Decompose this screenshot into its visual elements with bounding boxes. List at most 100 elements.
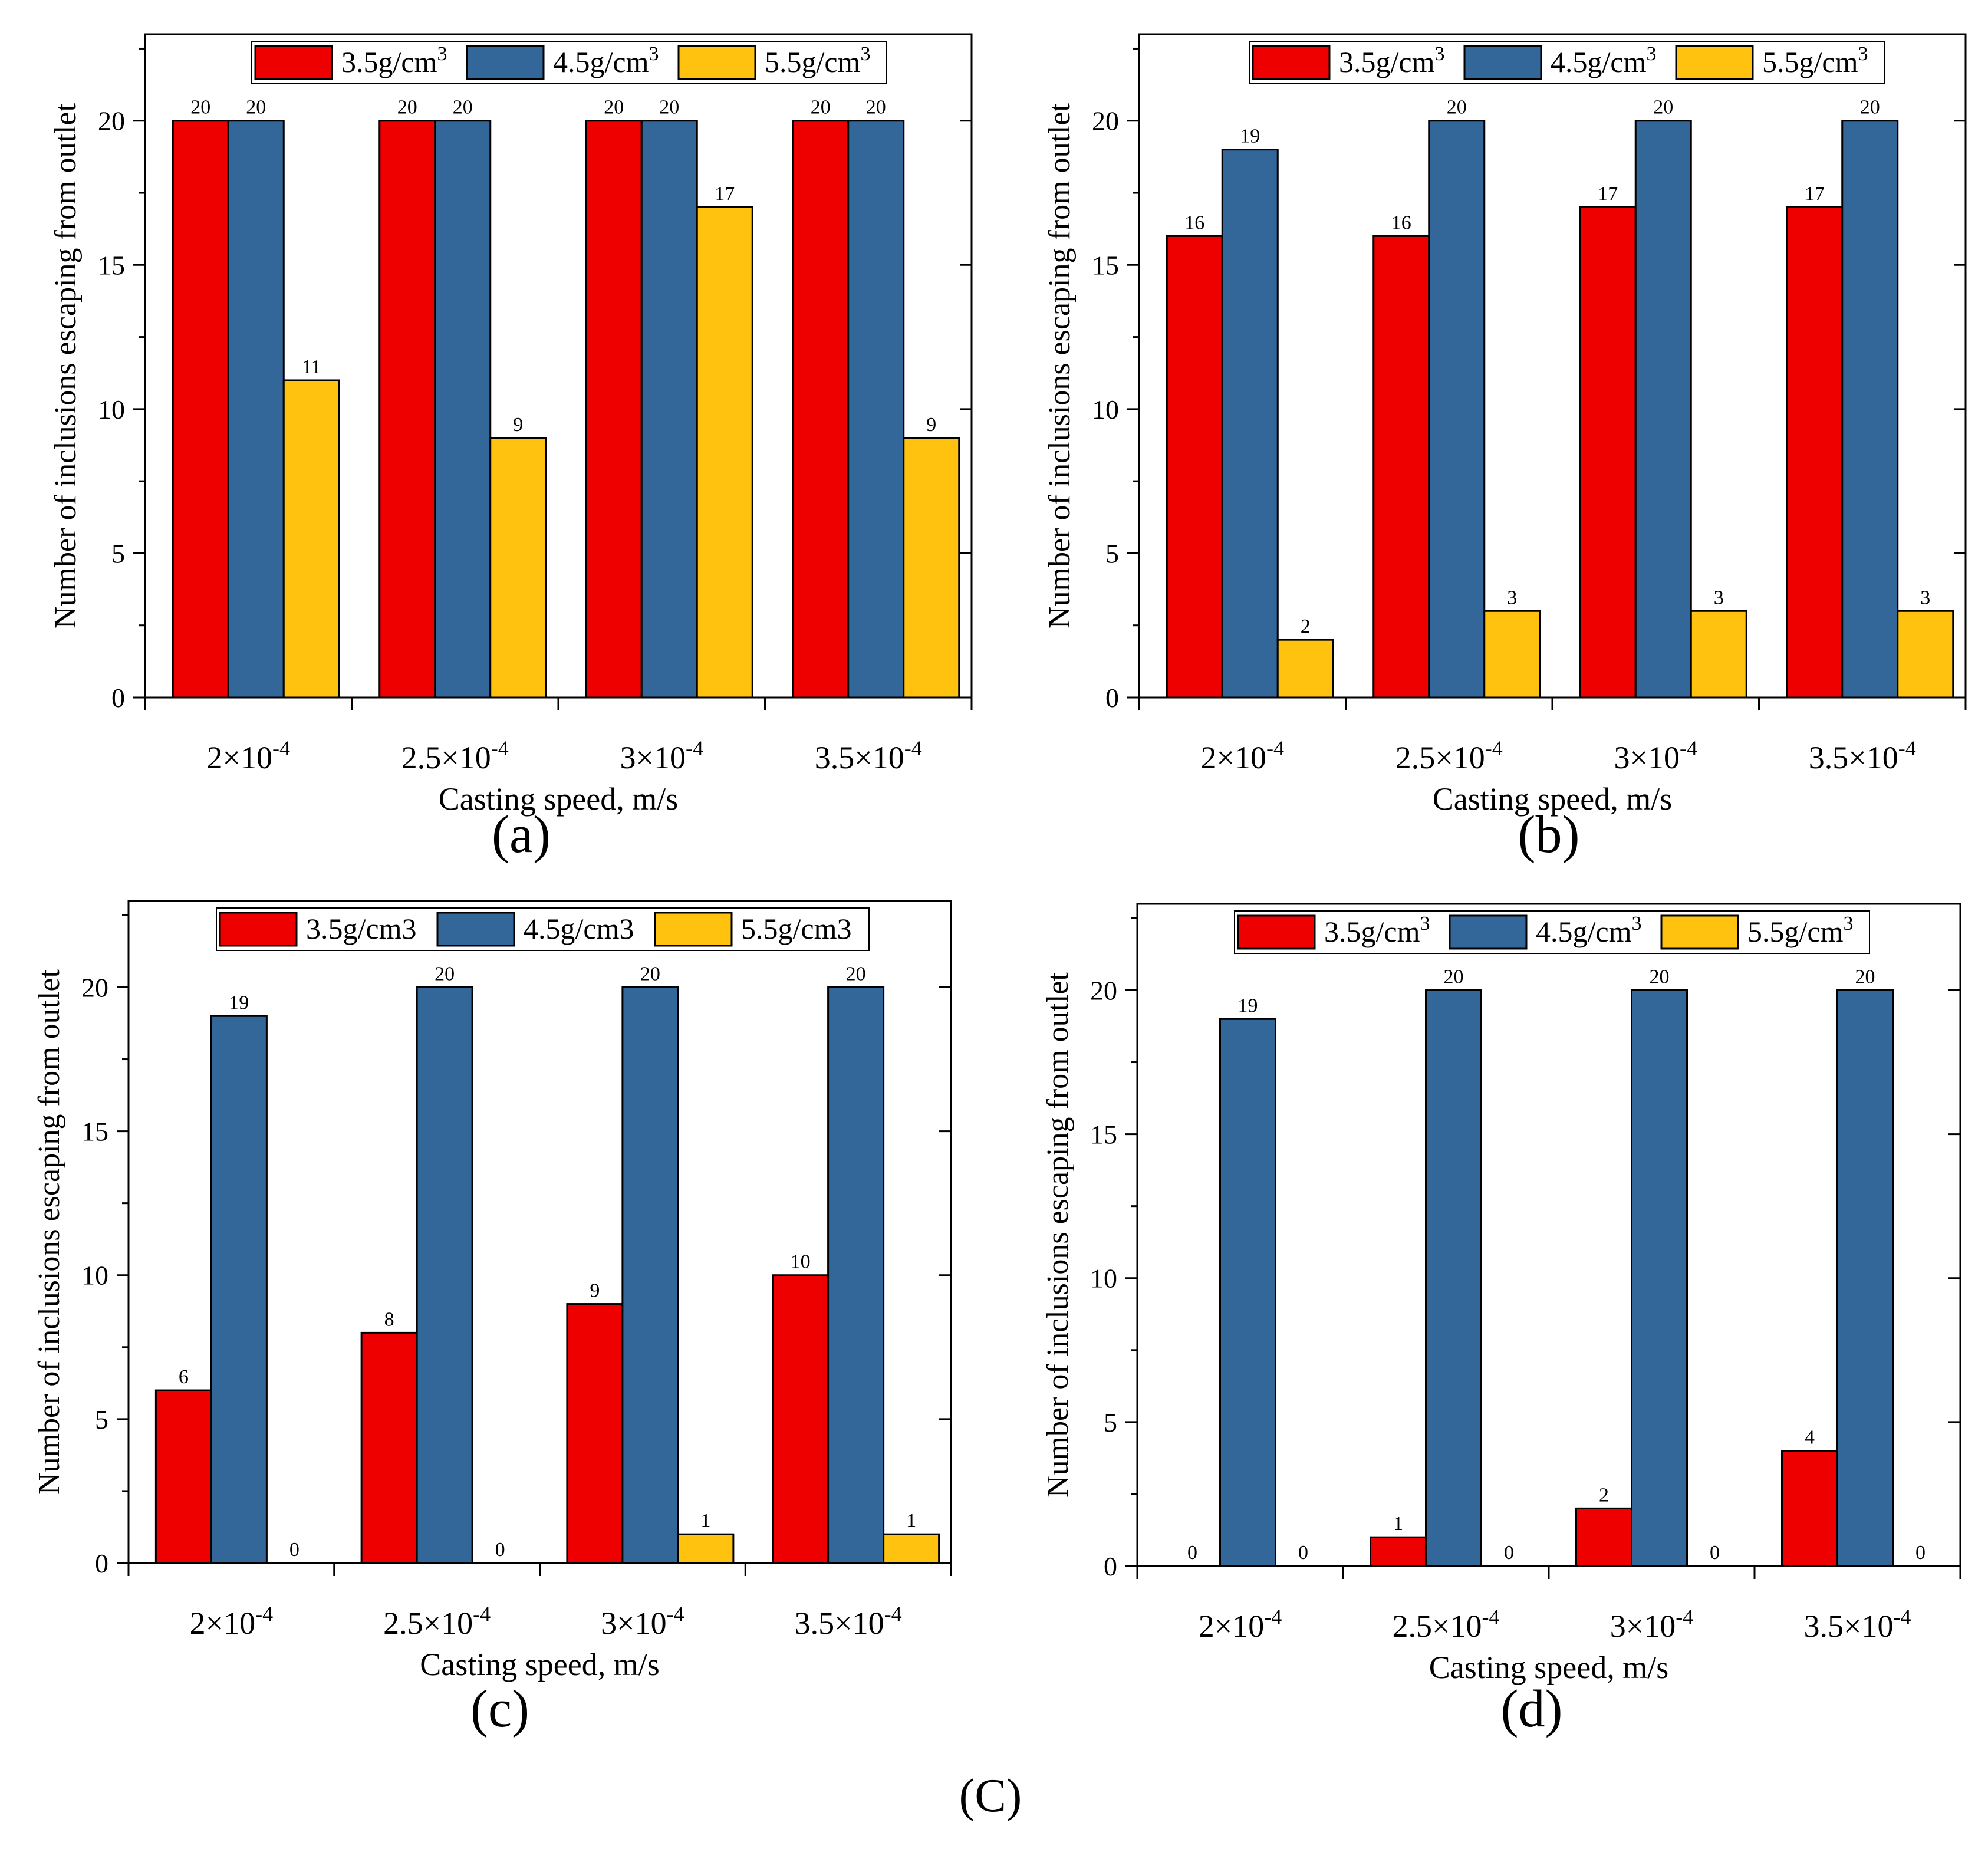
y-axis-label: Number of inclusions escaping from outle… bbox=[1041, 972, 1075, 1498]
bar-series-2-cat-2 bbox=[1425, 989, 1482, 1567]
bar-value-label: 19 bbox=[1238, 995, 1258, 1016]
y-tick-label: 0 bbox=[1104, 1551, 1117, 1581]
bar-series-2-cat-1 bbox=[227, 120, 285, 699]
bar-series-1-cat-3 bbox=[585, 120, 643, 699]
bar-value-label: 20 bbox=[1444, 966, 1464, 988]
legend-swatch-2 bbox=[436, 912, 515, 947]
legend-label-3: 5.5g/cm3 bbox=[1747, 913, 1853, 948]
bar-series-1-cat-3 bbox=[566, 1303, 624, 1564]
bar-value-label: 3 bbox=[1714, 587, 1724, 608]
bar-value-label: 20 bbox=[190, 97, 210, 119]
legend-swatch-3 bbox=[677, 45, 756, 80]
bar-value-label: 1 bbox=[700, 1510, 710, 1532]
x-axis-label: Casting speed, m/s bbox=[439, 781, 678, 817]
y-tick-label: 5 bbox=[95, 1404, 108, 1435]
bar-value-label: 0 bbox=[1915, 1542, 1926, 1564]
x-tick-label: 3×10-4 bbox=[1610, 1605, 1693, 1644]
bar-value-label: 3 bbox=[1920, 587, 1930, 608]
bar-value-label: 1 bbox=[1393, 1513, 1403, 1535]
chart-panel-1: 0 5 10 15 20 20 20 11 2×10-4 20 20 9 2.5×10-4 20 20 17 3… bbox=[49, 33, 973, 864]
x-tick-label: 3.5×10-4 bbox=[795, 1602, 902, 1641]
bar-series-1-cat-4 bbox=[1781, 1450, 1838, 1567]
bar-series-1-cat-1 bbox=[172, 120, 229, 699]
legend-box bbox=[251, 41, 887, 84]
x-tick-label: 3×10-4 bbox=[1614, 736, 1697, 775]
x-tick-label: 2.5×10-4 bbox=[383, 1602, 491, 1641]
bar-value-label: 0 bbox=[289, 1539, 299, 1561]
bar-value-label: 8 bbox=[384, 1308, 394, 1330]
bar-value-label: 9 bbox=[513, 414, 523, 436]
legend-swatch-2 bbox=[466, 45, 545, 80]
bar-series-1-cat-3 bbox=[1579, 206, 1637, 699]
bar-value-label: 19 bbox=[229, 992, 249, 1014]
bar-series-1-cat-2 bbox=[1372, 235, 1430, 699]
y-tick-label: 15 bbox=[81, 1117, 108, 1147]
bar-series-1-cat-2 bbox=[378, 120, 436, 699]
bar-value-label: 16 bbox=[1391, 212, 1411, 233]
legend-label-1: 3.5g/cm3 bbox=[306, 912, 416, 945]
bar-value-label: 0 bbox=[495, 1539, 505, 1561]
panel-label: (a) bbox=[492, 805, 551, 864]
bar-series-2-cat-3 bbox=[1634, 120, 1692, 699]
legend-box bbox=[216, 907, 870, 951]
legend-swatch-1 bbox=[254, 45, 333, 80]
bar-value-label: 20 bbox=[1860, 97, 1880, 119]
bar-value-label: 20 bbox=[659, 97, 679, 119]
bar-series-2-cat-1 bbox=[1221, 149, 1279, 699]
figure-caption: (C) bbox=[959, 1770, 1022, 1822]
bar-value-label: 0 bbox=[1298, 1542, 1308, 1564]
x-tick-label: 2×10-4 bbox=[1199, 1605, 1282, 1644]
bar-series-2-cat-4 bbox=[1836, 989, 1894, 1567]
bar-value-label: 17 bbox=[715, 183, 735, 205]
x-tick-label: 2×10-4 bbox=[207, 736, 290, 775]
x-tick-label: 3.5×10-4 bbox=[1809, 736, 1916, 775]
bar-series-3-cat-3 bbox=[696, 206, 753, 699]
bar-series-1-cat-4 bbox=[792, 120, 850, 699]
bar-value-label: 19 bbox=[1240, 126, 1260, 147]
x-tick-label: 2.5×10-4 bbox=[401, 736, 509, 775]
legend-label-3: 5.5g/cm3 bbox=[741, 912, 851, 945]
y-tick-label: 10 bbox=[98, 394, 125, 425]
y-axis-label: Number of inclusions escaping from outle… bbox=[49, 103, 83, 629]
panel-label: (c) bbox=[470, 1680, 529, 1738]
bar-series-3-cat-3 bbox=[677, 1533, 735, 1564]
bar-series-2-cat-3 bbox=[640, 120, 698, 699]
bar-series-3-cat-2 bbox=[489, 437, 547, 699]
legend-label-1: 3.5g/cm3 bbox=[1339, 43, 1444, 78]
bar-value-label: 20 bbox=[846, 963, 866, 985]
legend-label-1: 3.5g/cm3 bbox=[341, 43, 447, 78]
bar-value-label: 20 bbox=[435, 963, 455, 985]
bar-value-label: 20 bbox=[1650, 966, 1670, 988]
x-tick-label: 2×10-4 bbox=[190, 1602, 273, 1641]
bar-value-label: 2 bbox=[1301, 616, 1311, 637]
bar-value-label: 16 bbox=[1184, 212, 1204, 233]
x-tick-label: 3×10-4 bbox=[620, 736, 703, 775]
bar-series-2-cat-2 bbox=[1428, 120, 1486, 699]
x-tick-label: 3×10-4 bbox=[601, 1602, 684, 1641]
bar-series-1-cat-2 bbox=[360, 1331, 418, 1564]
legend-label-2: 4.5g/cm3 bbox=[524, 912, 634, 945]
bar-series-1-cat-1 bbox=[154, 1389, 212, 1564]
y-tick-label: 15 bbox=[1090, 1120, 1117, 1150]
bar-value-label: 9 bbox=[590, 1280, 600, 1302]
legend-label-1: 3.5g/cm3 bbox=[1324, 913, 1430, 948]
bar-value-label: 0 bbox=[1187, 1542, 1197, 1564]
bar-value-label: 2 bbox=[1599, 1484, 1609, 1506]
bar-series-2-cat-3 bbox=[621, 986, 679, 1564]
legend-label-3: 5.5g/cm3 bbox=[765, 43, 870, 78]
bar-series-1-cat-4 bbox=[1786, 206, 1844, 699]
bar-value-label: 20 bbox=[1653, 97, 1673, 119]
x-tick-label: 2.5×10-4 bbox=[1395, 736, 1503, 775]
bar-series-1-cat-3 bbox=[1575, 1507, 1632, 1567]
bar-series-1-cat-4 bbox=[772, 1274, 830, 1564]
legend-swatch-1 bbox=[1237, 914, 1316, 950]
x-tick-label: 3.5×10-4 bbox=[1804, 1605, 1911, 1644]
bar-series-2-cat-1 bbox=[210, 1015, 268, 1564]
y-tick-label: 20 bbox=[98, 106, 125, 136]
legend-box bbox=[1249, 41, 1885, 84]
bar-series-2-cat-2 bbox=[416, 986, 473, 1564]
x-axis-label: Casting speed, m/s bbox=[1429, 1650, 1668, 1685]
legend-swatch-2 bbox=[1463, 45, 1542, 80]
bar-value-label: 17 bbox=[1598, 183, 1618, 205]
